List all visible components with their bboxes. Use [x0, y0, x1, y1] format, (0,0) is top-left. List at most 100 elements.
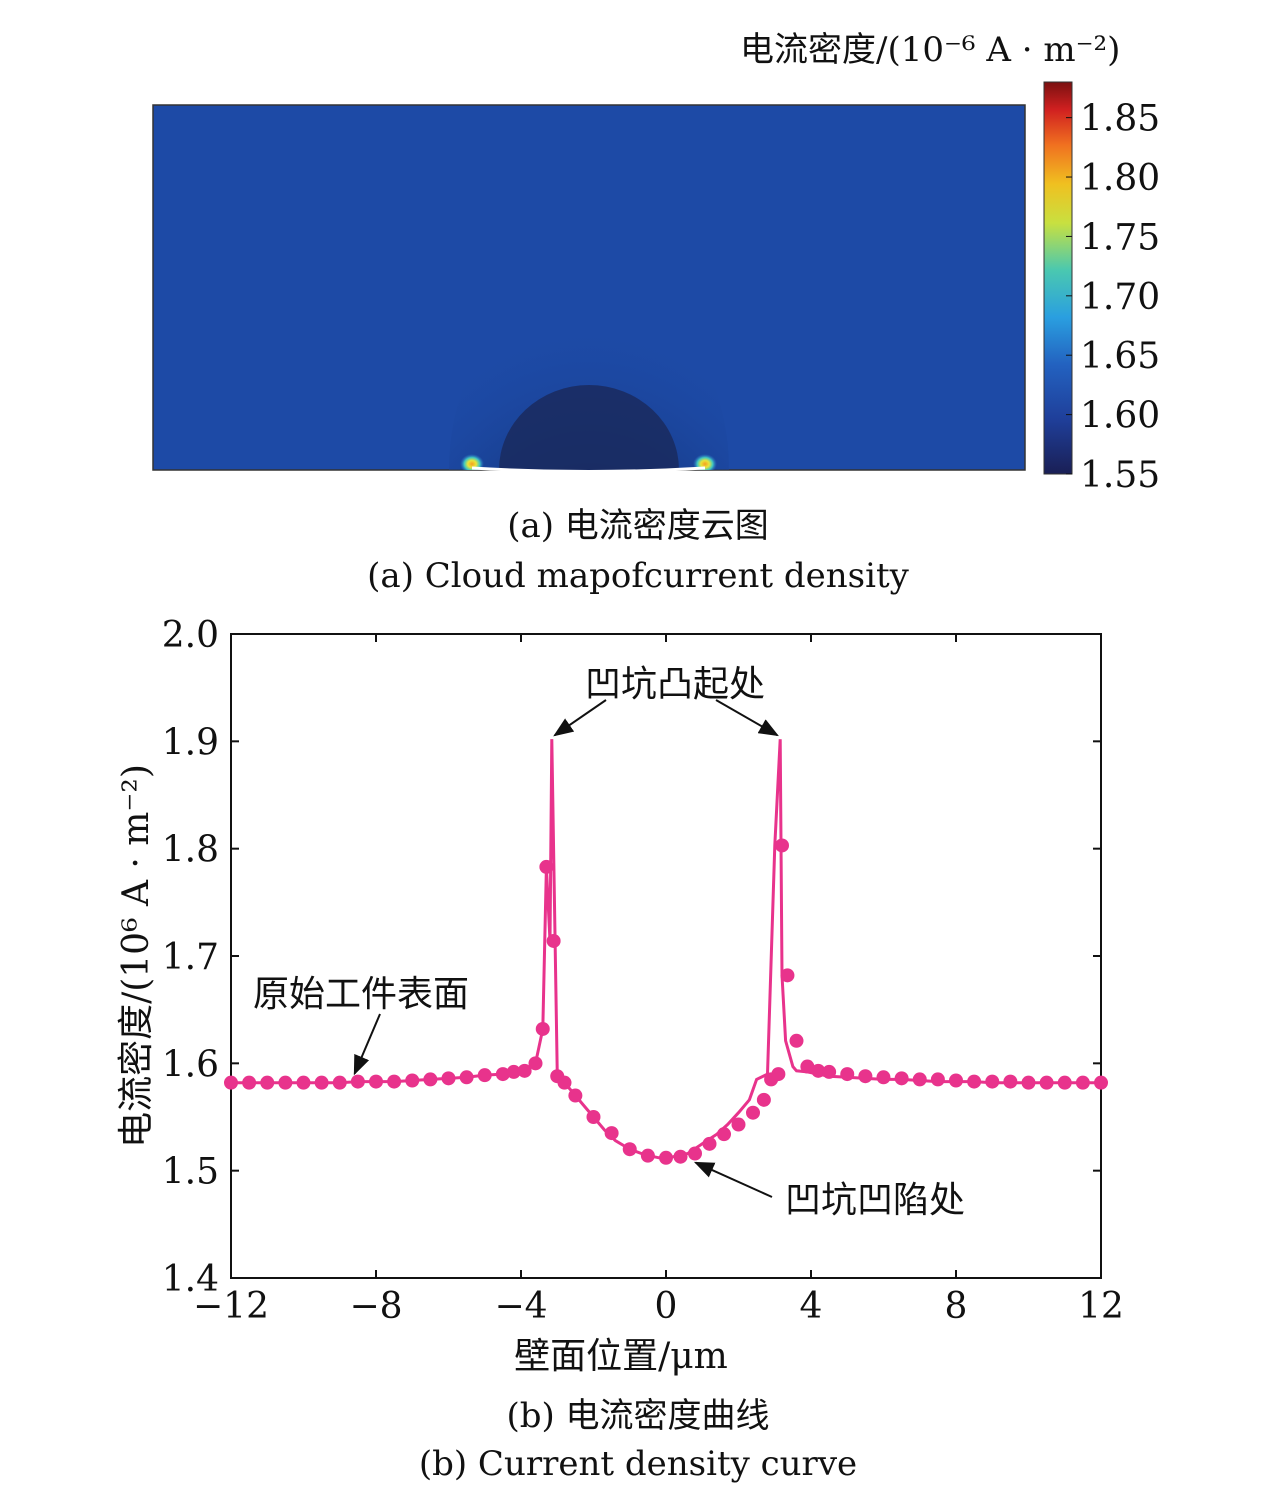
data-point — [811, 1063, 826, 1078]
data-point — [640, 1148, 655, 1163]
data-point — [332, 1075, 347, 1090]
series-line — [231, 739, 1101, 1160]
data-point — [840, 1067, 855, 1082]
colorbar-title: 电流密度/(10⁻⁶ A · m⁻²) — [740, 30, 1121, 70]
y-tick-label: 1.4 — [162, 1259, 219, 1300]
data-point — [622, 1142, 637, 1157]
colorbar-tick-label: 1.85 — [1080, 99, 1160, 140]
data-point — [369, 1074, 383, 1089]
data-point — [495, 1067, 510, 1082]
data-point — [949, 1073, 963, 1088]
data-point — [731, 1117, 746, 1132]
colorbar-tick-label: 1.65 — [1080, 336, 1160, 377]
data-point — [224, 1075, 238, 1090]
data-point — [423, 1072, 438, 1087]
data-point — [717, 1127, 731, 1142]
x-tick-label: 12 — [1078, 1286, 1124, 1327]
data-point — [789, 1033, 804, 1048]
data-point — [756, 1092, 771, 1107]
hot-spot-right — [693, 454, 717, 470]
y-axis-label: 电流密度/(10⁶ A · m⁻²) — [116, 764, 157, 1148]
current-density-chart: −12 −8 −4 0 4 8 12 1.4 1.5 1.6 1.7 1.8 1.9 2.0 壁面位置/μm… — [116, 615, 1124, 1377]
y-tick-label: 2.0 — [162, 615, 219, 656]
caption-a-cn: (a) 电流密度云图 — [507, 506, 769, 546]
caption-a-en: (a) Cloud mapofcurrent density — [367, 556, 909, 596]
data-point — [528, 1056, 543, 1071]
y-tick-label: 1.8 — [162, 830, 219, 871]
annotation-valley: 凹坑凹陷处 — [785, 1180, 965, 1221]
data-point — [1075, 1075, 1090, 1090]
data-point — [771, 1067, 786, 1082]
x-tick-label: −8 — [349, 1286, 402, 1327]
data-point — [441, 1071, 456, 1086]
arrow-surface — [353, 1013, 381, 1076]
data-point — [459, 1070, 474, 1085]
data-point — [688, 1146, 702, 1161]
caption-b-cn: (b) 电流密度曲线 — [506, 1396, 770, 1436]
data-point — [858, 1069, 873, 1084]
data-point — [557, 1075, 572, 1090]
data-point — [568, 1088, 583, 1103]
data-point — [242, 1075, 257, 1090]
data-point — [350, 1074, 365, 1089]
data-point — [405, 1073, 420, 1088]
data-point — [985, 1074, 1000, 1089]
data-point — [586, 1110, 601, 1124]
colorbar-tick-label: 1.55 — [1080, 455, 1160, 496]
cloud-map-panel: 1.85 1.80 1.75 1.70 1.65 1.60 1.55 — [152, 81, 1160, 496]
data-point — [659, 1150, 673, 1165]
data-point — [967, 1074, 982, 1089]
data-point — [314, 1075, 329, 1090]
x-tick-label: −4 — [494, 1286, 547, 1327]
annotation-surface: 原始工件表面 — [253, 974, 469, 1015]
data-point — [780, 968, 795, 983]
x-tick-label: −12 — [193, 1286, 269, 1327]
hot-spot-left — [460, 454, 484, 470]
y-tick-label: 1.5 — [162, 1152, 219, 1193]
data-point — [296, 1075, 311, 1090]
caption-b-en: (b) Current density curve — [418, 1444, 858, 1484]
data-point — [1039, 1075, 1054, 1090]
data-point — [702, 1136, 717, 1151]
data-point — [876, 1070, 891, 1085]
arrow-peak-right — [715, 699, 779, 737]
data-point — [278, 1075, 293, 1090]
arrow-peak-left — [553, 699, 607, 737]
y-tick-label: 1.6 — [162, 1044, 219, 1085]
pit-depression-core — [499, 385, 679, 470]
y-tick-label: 1.9 — [162, 722, 219, 763]
y-tick-label: 1.7 — [162, 937, 219, 978]
annotation-peak: 凹坑凸起处 — [585, 664, 765, 705]
data-point — [546, 933, 561, 948]
data-point — [604, 1126, 619, 1141]
colorbar — [1043, 81, 1073, 475]
colorbar-tick-label: 1.80 — [1080, 158, 1160, 199]
colorbar-tick-label: 1.70 — [1080, 277, 1160, 318]
data-point — [539, 859, 554, 874]
data-point — [506, 1064, 521, 1079]
x-tick-label: 0 — [655, 1286, 678, 1327]
data-point — [260, 1075, 275, 1090]
data-point — [517, 1063, 532, 1078]
data-point — [673, 1149, 688, 1164]
data-point — [746, 1105, 760, 1120]
data-point — [535, 1021, 550, 1036]
data-point — [822, 1064, 837, 1079]
data-point — [477, 1068, 492, 1083]
x-tick-label: 8 — [945, 1286, 968, 1327]
data-point — [894, 1071, 909, 1086]
x-tick-label: 4 — [800, 1286, 823, 1327]
pit-profile — [471, 466, 706, 473]
data-point — [775, 838, 789, 853]
x-axis-label: 壁面位置/μm — [514, 1336, 728, 1377]
arrow-valley — [693, 1161, 773, 1198]
data-point — [1057, 1075, 1072, 1090]
data-point — [387, 1074, 402, 1089]
data-point — [1021, 1075, 1036, 1090]
data-point — [800, 1059, 815, 1074]
plot-frame — [230, 633, 1102, 1279]
colorbar-tick-label: 1.75 — [1080, 217, 1160, 258]
data-point — [912, 1072, 927, 1087]
data-point — [1003, 1074, 1018, 1089]
data-point — [930, 1072, 945, 1087]
